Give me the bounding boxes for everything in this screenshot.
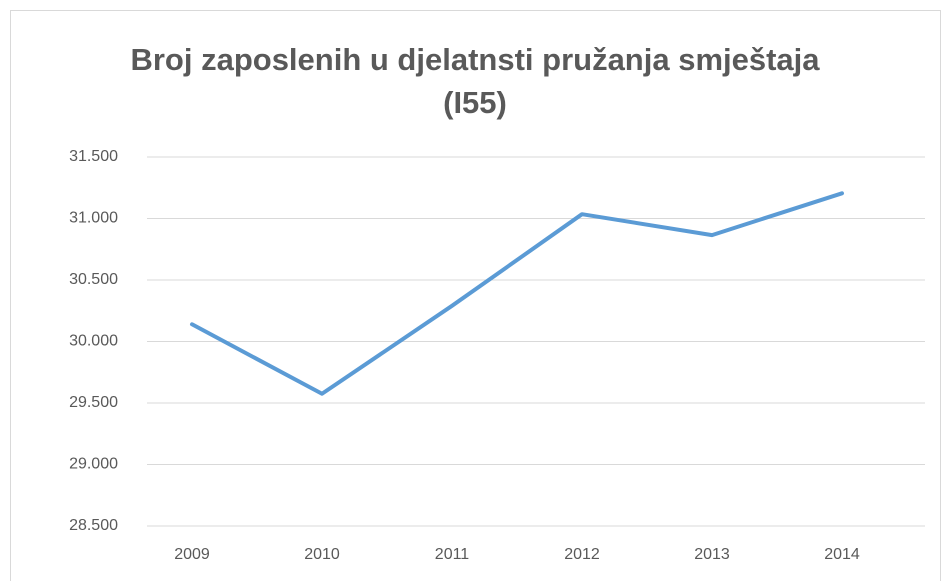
- line: [190, 191, 844, 396]
- y-tick-label: 30.500: [69, 271, 118, 288]
- y-tick-label: 28.500: [69, 517, 118, 534]
- chart-border: [10, 10, 941, 581]
- y-tick-label: 30.000: [69, 333, 118, 350]
- y-tick-label: 29.500: [69, 394, 118, 411]
- x-tick-label: 2013: [694, 546, 730, 563]
- x-tick-label: 2014: [824, 546, 860, 563]
- x-tick-label: 2012: [564, 546, 600, 563]
- y-tick-label: 31.500: [69, 148, 118, 165]
- y-tick-label: 29.000: [69, 456, 118, 473]
- x-tick-label: 2009: [174, 546, 210, 563]
- y-tick-label: 31.000: [69, 210, 118, 227]
- x-tick-label: 2010: [304, 546, 340, 563]
- chart-title: Broj zaposlenih u djelatnsti pružanja sm…: [130, 42, 820, 120]
- x-tick-label: 2011: [435, 546, 470, 563]
